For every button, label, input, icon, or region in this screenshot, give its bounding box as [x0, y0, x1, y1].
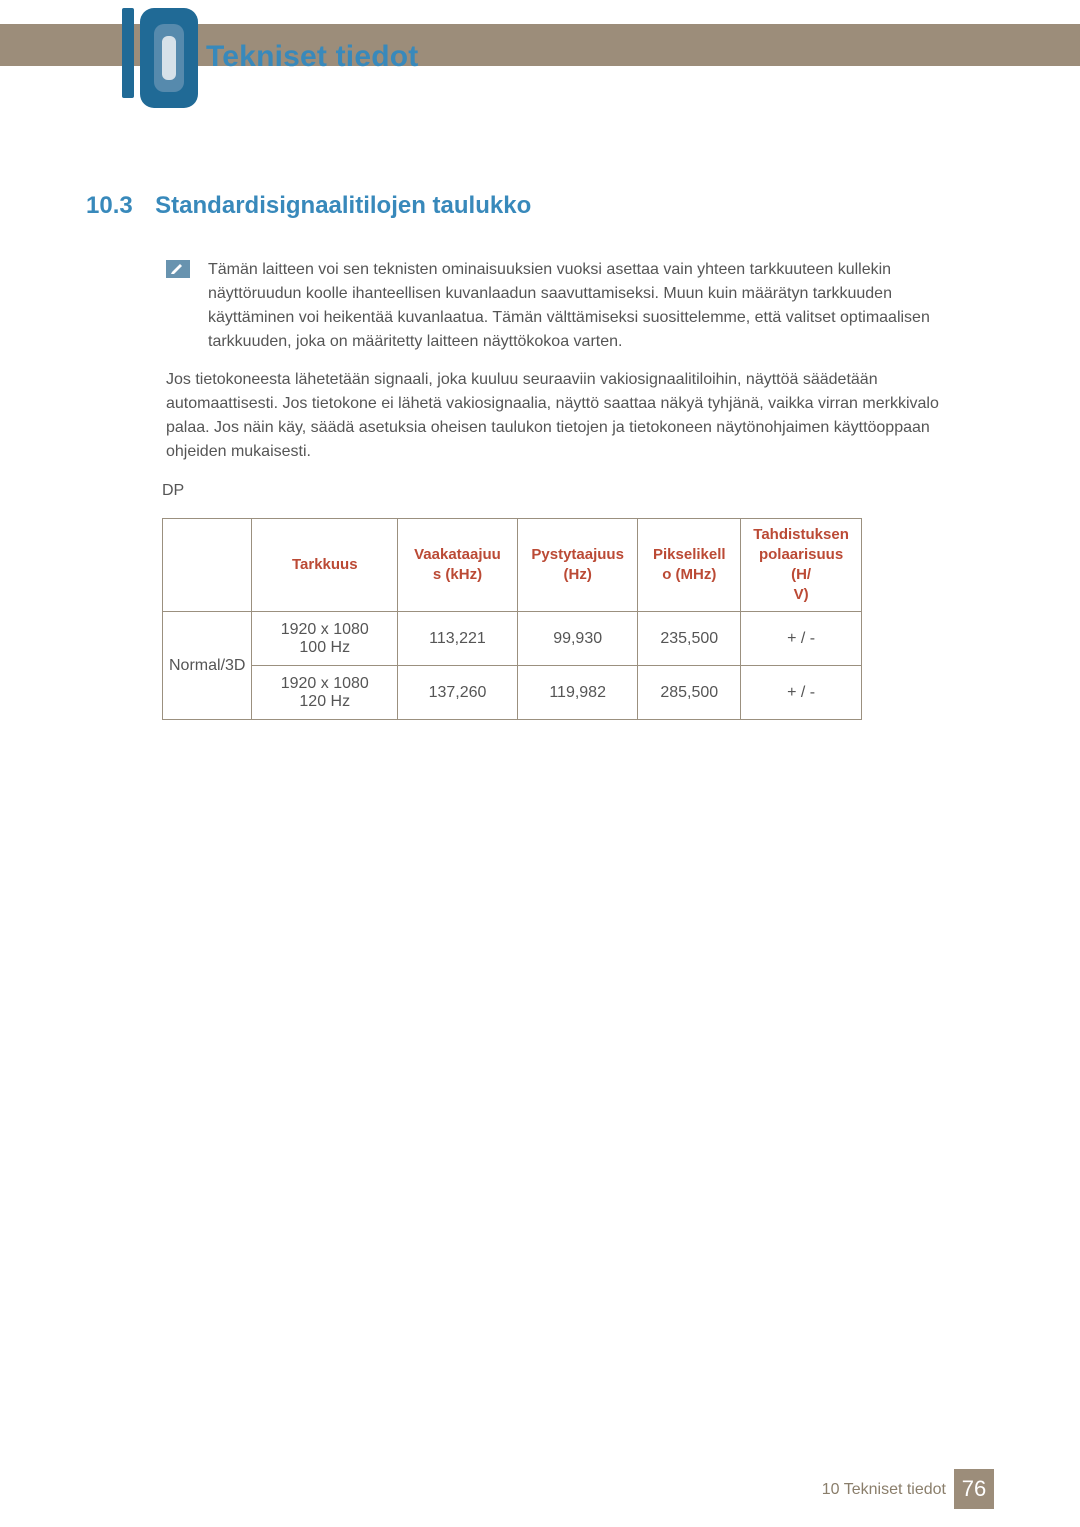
page-footer: 10 Tekniset tiedot 76 [0, 1469, 1080, 1509]
hfreq-label-line2: s (kHz) [433, 566, 482, 583]
cell-hfreq: 113,221 [398, 612, 518, 666]
res-line1: 1920 x 1080 [281, 621, 369, 638]
pol-label-line1: Tahdistuksen [753, 526, 849, 543]
section-title: Standardisignaalitilojen taulukko [155, 192, 531, 220]
section-heading: 10.3 Standardisignaalitilojen taulukko [86, 192, 980, 220]
cell-vfreq: 119,982 [517, 666, 637, 720]
pol-label-line2: polaarisuus (H/ [759, 546, 843, 583]
note-text: Tämän laitteen voi sen teknisten ominais… [208, 258, 980, 354]
cell-pixelclock: 235,500 [638, 612, 741, 666]
note-block: Tämän laitteen voi sen teknisten ominais… [168, 258, 980, 354]
note-pencil-icon [166, 260, 190, 278]
table-header-vfreq: Pystytaajuus (Hz) [517, 519, 637, 612]
table-header-polarity: Tahdistuksen polaarisuus (H/ V) [741, 519, 862, 612]
section-number: 10.3 [86, 192, 133, 220]
page: 10 Tekniset tiedot 10.3 Standardisignaal… [0, 0, 1080, 1527]
table-header-resolution: Tarkkuus [252, 519, 398, 612]
res-line1: 1920 x 1080 [281, 675, 369, 692]
px-label-line2: o (MHz) [662, 566, 716, 583]
table-row: 1920 x 1080 120 Hz 137,260 119,982 285,5… [163, 666, 862, 720]
signal-modes-table: Tarkkuus Vaakataajuu s (kHz) Pystytaajuu… [162, 518, 862, 720]
cell-pixelclock: 285,500 [638, 666, 741, 720]
chapter-digit-0-inner [162, 36, 176, 80]
footer-chapter-text: 10 Tekniset tiedot [822, 1481, 946, 1499]
cell-resolution: 1920 x 1080 120 Hz [252, 666, 398, 720]
table-header-pixelclock: Pikselikell o (MHz) [638, 519, 741, 612]
table-row: Normal/3D 1920 x 1080 100 Hz 113,221 99,… [163, 612, 862, 666]
vfreq-label-line2: (Hz) [564, 566, 592, 583]
chapter-title: Tekniset tiedot [206, 40, 418, 74]
px-label-line1: Pikselikell [653, 546, 726, 563]
page-number: 76 [954, 1469, 994, 1509]
chapter-number-badge: 10 [86, 0, 194, 118]
res-line2: 100 Hz [299, 639, 350, 656]
res-line2: 120 Hz [299, 693, 350, 710]
cell-hfreq: 137,260 [398, 666, 518, 720]
cell-polarity: + / - [741, 612, 862, 666]
cell-polarity: + / - [741, 666, 862, 720]
interface-label: DP [162, 482, 184, 500]
table-header-hfreq: Vaakataajuu s (kHz) [398, 519, 518, 612]
vfreq-label-line1: Pystytaajuus [531, 546, 624, 563]
table-header-mode [163, 519, 252, 612]
pol-label-line3: V) [794, 586, 809, 603]
body-paragraph: Jos tietokoneesta lähetetään signaali, j… [166, 368, 980, 464]
cell-vfreq: 99,930 [517, 612, 637, 666]
cell-resolution: 1920 x 1080 100 Hz [252, 612, 398, 666]
table-header-row: Tarkkuus Vaakataajuu s (kHz) Pystytaajuu… [163, 519, 862, 612]
hfreq-label-line1: Vaakataajuu [414, 546, 501, 563]
chapter-digit-1-shape [122, 8, 134, 98]
cell-mode: Normal/3D [163, 612, 252, 720]
